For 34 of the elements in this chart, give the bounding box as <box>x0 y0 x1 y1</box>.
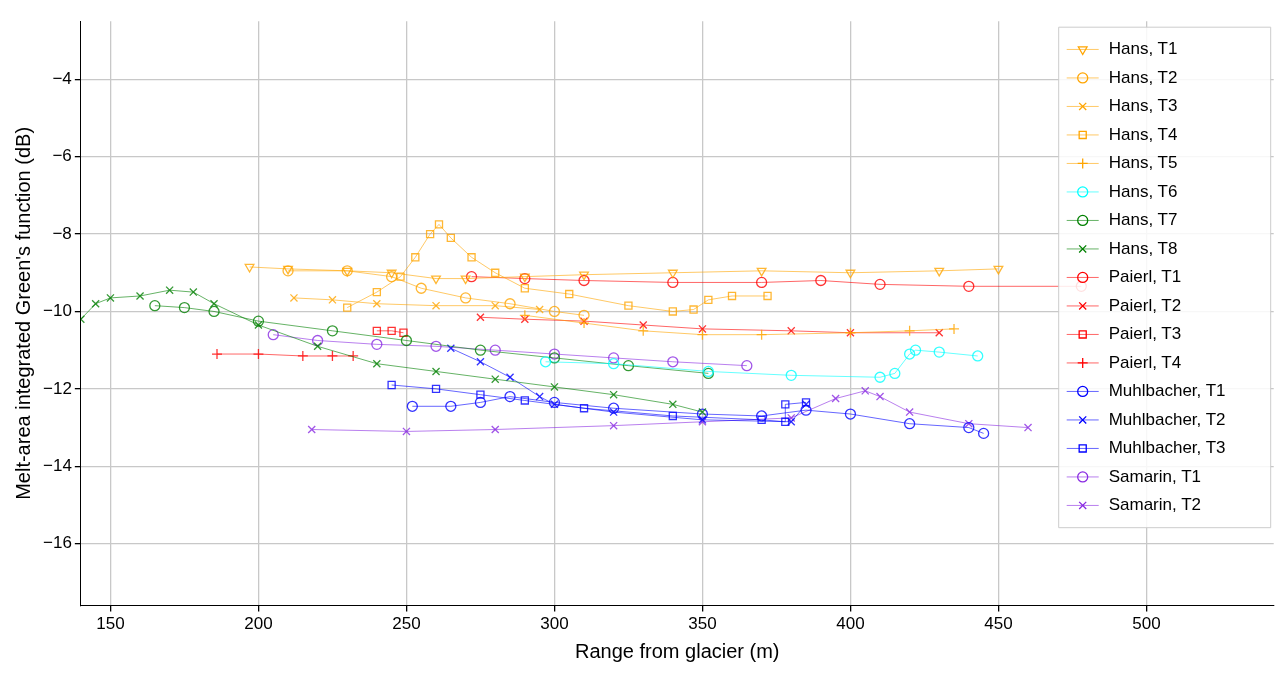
y-tick-label: −12 <box>42 378 72 398</box>
legend-label: Paierl, T4 <box>1108 352 1182 372</box>
y-tick-label: −6 <box>52 146 72 166</box>
y-axis-title: Melt-area integrated Green's function (dB) <box>11 126 34 500</box>
legend-label: Hans, T1 <box>1108 39 1178 59</box>
x-tick-label: 300 <box>540 614 569 634</box>
legend-label: Muhlbacher, T1 <box>1108 381 1226 401</box>
legend-label: Hans, T8 <box>1108 238 1178 258</box>
y-tick-label: −8 <box>52 223 72 243</box>
x-tick-label: 150 <box>96 614 125 634</box>
y-tick-label: −10 <box>42 301 72 321</box>
legend-label: Hans, T5 <box>1108 153 1178 173</box>
x-tick-label: 250 <box>392 614 421 634</box>
x-tick-label: 350 <box>688 614 717 634</box>
x-axis-title: Range from glacier (m) <box>575 639 780 662</box>
x-tick-label: 200 <box>244 614 273 634</box>
legend-label: Hans, T3 <box>1108 96 1178 116</box>
x-tick-label: 500 <box>1132 614 1161 634</box>
x-tick-label: 450 <box>984 614 1013 634</box>
y-tick-label: −14 <box>42 455 72 475</box>
legend-label: Muhlbacher, T2 <box>1108 409 1226 429</box>
legend-label: Paierl, T2 <box>1108 295 1182 315</box>
legend-label: Hans, T7 <box>1108 210 1178 230</box>
y-tick-label: −16 <box>42 533 72 553</box>
x-tick-label: 400 <box>836 614 865 634</box>
legend-label: Paierl, T1 <box>1108 267 1182 287</box>
legend-label: Hans, T4 <box>1108 124 1178 144</box>
y-tick-label: −4 <box>52 68 72 88</box>
legend-label: Samarin, T1 <box>1108 466 1201 486</box>
legend-label: Samarin, T2 <box>1108 495 1201 515</box>
legend-label: Hans, T6 <box>1108 181 1178 201</box>
legend-label: Muhlbacher, T3 <box>1108 438 1226 458</box>
legend-label: Paierl, T3 <box>1108 324 1182 344</box>
legend-label: Hans, T2 <box>1108 67 1178 87</box>
